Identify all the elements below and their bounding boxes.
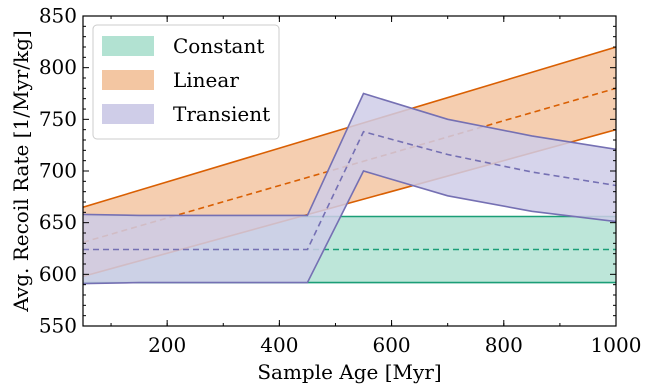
- legend-swatch-transient: [102, 104, 154, 124]
- legend-label-constant: Constant: [173, 34, 264, 58]
- legend-swatch-linear: [102, 70, 154, 90]
- ticks-layer: 200 400 600 800 1000 550 600 650 700 750 800 850: [39, 4, 642, 358]
- legend-label-linear: Linear: [173, 68, 239, 92]
- x-tick-label: 400: [260, 333, 298, 357]
- y-tick-label: 750: [39, 107, 77, 131]
- y-tick-label: 850: [39, 4, 77, 28]
- transient-mid-line: [83, 130, 616, 251]
- transient-lower-line: [83, 170, 616, 285]
- transient-series: [83, 92, 616, 285]
- y-axis-label: Avg. Recoil Rate [1/Myr/kg]: [9, 30, 33, 312]
- x-tick-label: 1000: [591, 333, 642, 357]
- y-tick-label: 550: [39, 314, 77, 338]
- legend-label-transient: Transient: [173, 102, 270, 126]
- legend-swatch-constant: [102, 36, 154, 56]
- y-tick-label: 650: [39, 210, 77, 234]
- x-tick-label: 600: [372, 333, 410, 357]
- x-axis-label: Sample Age [Myr]: [257, 360, 441, 384]
- y-tick-label: 800: [39, 55, 77, 79]
- y-tick-label: 600: [39, 262, 77, 286]
- x-tick-label: 200: [148, 333, 186, 357]
- series-layer: [83, 46, 616, 285]
- transient-upper-line: [83, 92, 616, 217]
- transient-band: [83, 93, 616, 284]
- x-tick-label: 800: [485, 333, 523, 357]
- legend: Constant Linear Transient: [92, 24, 280, 140]
- y-tick-label: 700: [39, 159, 77, 183]
